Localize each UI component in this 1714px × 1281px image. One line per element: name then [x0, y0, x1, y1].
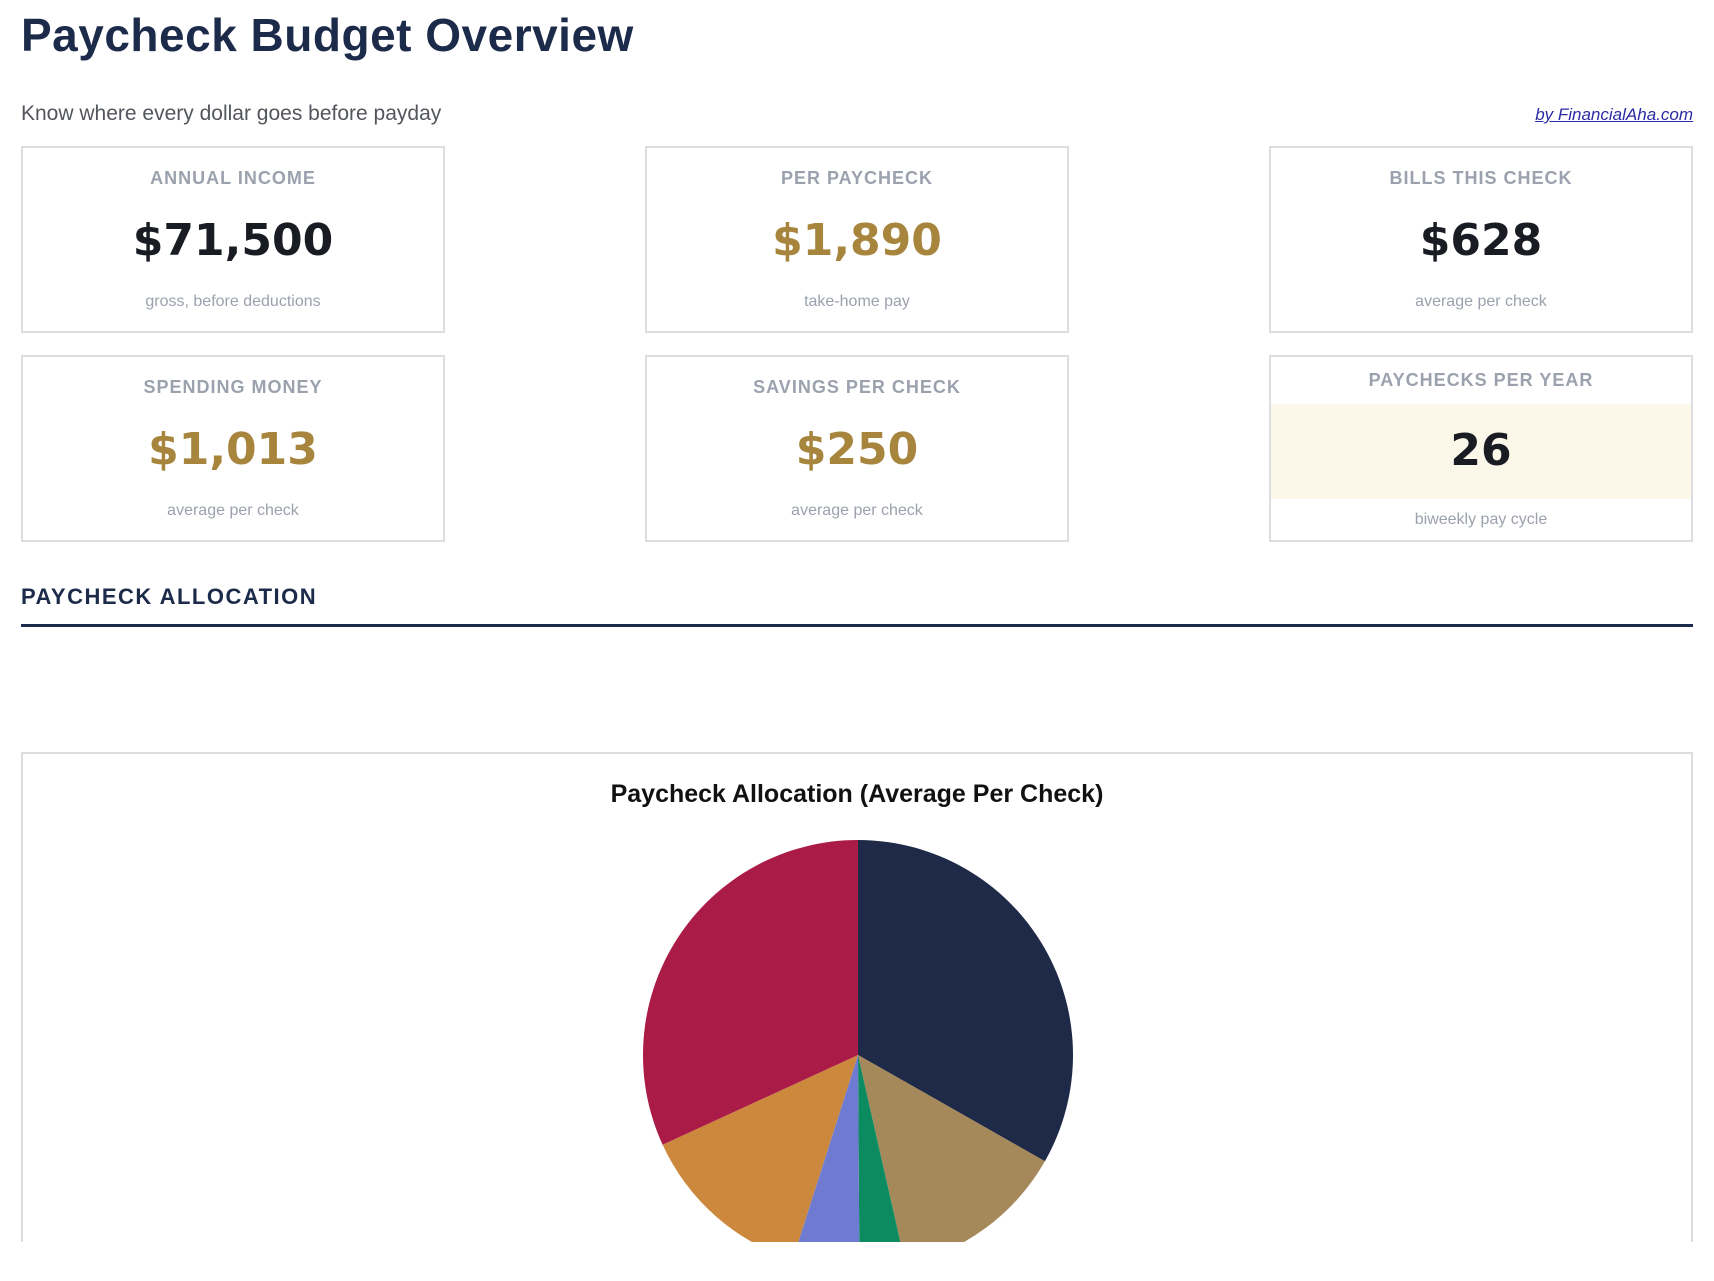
stat-value: $628: [1419, 214, 1543, 266]
stat-caption: biweekly pay cycle: [1414, 510, 1548, 528]
stat-card-paychecks-per-year: PAYCHECKS PER YEAR 26 biweekly pay cycle: [1269, 355, 1693, 542]
pie-slice-segment-6: [643, 840, 858, 1145]
stat-card-annual-income: ANNUAL INCOME $71,500 gross, before dedu…: [21, 146, 445, 333]
stat-label: BILLS THIS CHECK: [1389, 168, 1573, 188]
pie-slice-segment-5: [662, 1055, 858, 1242]
pie-slice-segment-1: [858, 840, 1074, 1162]
attribution-link[interactable]: by FinancialAha.com: [1535, 105, 1693, 124]
stat-caption: average per check: [1415, 292, 1547, 310]
section-heading: PAYCHECK ALLOCATION: [21, 584, 318, 609]
stat-caption: take-home pay: [804, 292, 910, 310]
paycheck-allocation-chart-panel: Paycheck Allocation (Average Per Check): [21, 752, 1693, 1242]
stat-label: SAVINGS PER CHECK: [753, 377, 961, 397]
stat-label: PER PAYCHECK: [780, 168, 934, 188]
chart-title: Paycheck Allocation (Average Per Check): [610, 780, 1104, 808]
paycheck-budget-page: { "page": { "title": "Paycheck Budget Ov…: [0, 8, 1714, 1281]
stat-value: 26: [1450, 425, 1512, 477]
stat-caption: gross, before deductions: [145, 292, 321, 310]
stat-label: ANNUAL INCOME: [150, 168, 316, 188]
page-title: Paycheck Budget Overview: [21, 9, 634, 61]
highlight-band: 26: [1271, 404, 1691, 499]
pie-slice-segment-2: [858, 1055, 1045, 1242]
stat-card-spending-money: SPENDING MONEY $1,013 average per check: [21, 355, 445, 542]
stat-label: SPENDING MONEY: [143, 377, 323, 397]
stat-caption: average per check: [791, 501, 923, 519]
stat-label-area: PAYCHECKS PER YEAR: [1271, 357, 1691, 404]
stats-grid: ANNUAL INCOME $71,500 gross, before dedu…: [21, 146, 1693, 542]
stat-value: $250: [795, 423, 919, 475]
stat-caption-area: biweekly pay cycle: [1271, 499, 1691, 540]
stat-caption: average per check: [167, 501, 299, 519]
page-subtitle: Know where every dollar goes before payd…: [21, 102, 442, 125]
subtitle-row: Know where every dollar goes before payd…: [21, 102, 1693, 126]
stat-label: PAYCHECKS PER YEAR: [1368, 370, 1594, 390]
stat-card-per-paycheck: PER PAYCHECK $1,890 take-home pay: [645, 146, 1069, 333]
stat-card-savings-per-check: SAVINGS PER CHECK $250 average per check: [645, 355, 1069, 542]
stat-value: $1,890: [772, 214, 942, 266]
stat-value: $71,500: [132, 214, 334, 266]
section-heading-block: PAYCHECK ALLOCATION: [21, 584, 1693, 627]
pie-chart: [643, 840, 1074, 1242]
pie-slice-segment-4: [798, 1055, 860, 1242]
stat-card-bills-this-check: BILLS THIS CHECK $628 average per check: [1269, 146, 1693, 333]
stat-value: $1,013: [148, 423, 318, 475]
